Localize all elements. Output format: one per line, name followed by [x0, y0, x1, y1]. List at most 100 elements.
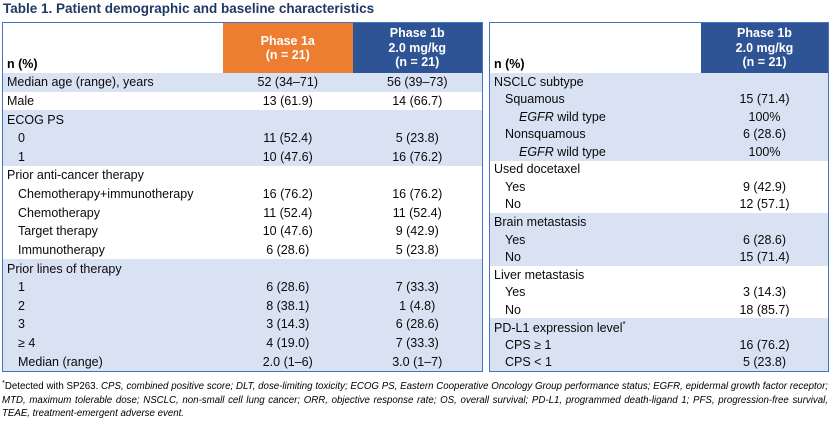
table-row: Prior lines of therapy	[3, 259, 482, 278]
table-row: CPS < 1 5 (23.8)	[490, 353, 828, 372]
row-value: 9 (42.9)	[742, 179, 787, 194]
column-header-phase-1b: Phase 1b 2.0 mg/kg (n = 21)	[701, 23, 828, 73]
row-label: ECOG PS	[7, 112, 64, 127]
row-label: Used docetaxel	[494, 162, 581, 177]
row-value: 56 (39–73)	[387, 75, 448, 90]
table-row: Yes 9 (42.9)	[490, 178, 828, 196]
row-value: 6 (28.6)	[266, 280, 310, 295]
row-label: Yes	[505, 179, 526, 194]
table-row: 1 10 (47.6) 16 (76.2)	[3, 147, 482, 167]
row-value: 11 (52.4)	[263, 131, 313, 146]
row-value: 11 (52.4)	[263, 205, 313, 220]
table-row: Yes 3 (14.3)	[490, 283, 828, 301]
row-value: 15 (71.4)	[739, 250, 790, 265]
footnote: *Detected with SP263. CPS, combined posi…	[2, 376, 828, 420]
row-value: 18 (85.7)	[739, 302, 790, 317]
table-body: NSCLC subtype Squamous 15 (71.4) EGFR wild …	[490, 73, 828, 372]
row-value: 16 (76.2)	[739, 337, 790, 352]
row-label: 3	[18, 317, 25, 332]
row-value: 12 (57.1)	[739, 197, 790, 212]
row-value: 3 (14.3)	[266, 317, 310, 332]
table-header-row: n (%) Phase 1b 2.0 mg/kg (n = 21)	[490, 23, 828, 73]
row-value: 5 (23.8)	[395, 131, 439, 146]
row-value: 100%	[748, 144, 781, 159]
row-value: 5 (23.8)	[395, 242, 439, 257]
row-value: 14 (66.7)	[392, 93, 443, 108]
column-header-phase-1b: Phase 1b 2.0 mg/kg (n = 21)	[352, 23, 482, 73]
row-label: No	[505, 302, 521, 317]
table-row: Nonsquamous 6 (28.6)	[490, 125, 828, 144]
row-value: 4 (19.0)	[266, 336, 310, 351]
row-value: 7 (33.3)	[395, 336, 439, 351]
row-label: Yes	[505, 285, 526, 300]
table-row: EGFR wild type 100%	[490, 108, 828, 126]
row-value: 10 (47.6)	[262, 149, 313, 164]
table-row: Male 13 (61.9) 14 (66.7)	[3, 91, 482, 111]
footnote-detected-text: Detected with SP263.	[4, 381, 102, 393]
row-value: 3 (14.3)	[742, 285, 787, 300]
table-row: Chemotherapy+immunotherapy 16 (76.2) 16 (7…	[3, 184, 482, 204]
patient-characteristics-table-left: n (%) Phase 1a (n = 21) Phase 1b 2.0 mg/kg (n…	[2, 22, 483, 372]
table-header-row: n (%) Phase 1a (n = 21) Phase 1b 2.0 mg/kg (n…	[3, 23, 482, 73]
row-value: 11 (52.4)	[392, 205, 442, 220]
row-value: 1 (4.8)	[399, 298, 436, 313]
table-row: No 15 (71.4)	[490, 248, 828, 266]
row-value: 10 (47.6)	[262, 224, 313, 239]
row-label: PD-L1 expression level*	[494, 319, 626, 335]
row-label: CPS < 1	[505, 355, 552, 370]
table-row: Chemotherapy 11 (52.4) 11 (52.4)	[3, 203, 482, 222]
row-value: 100%	[748, 109, 781, 124]
row-value: 16 (76.2)	[262, 187, 313, 202]
table-row: NSCLC subtype	[490, 73, 828, 91]
row-value: 52 (34–71)	[257, 75, 318, 90]
table-row: Liver metastasis	[490, 265, 828, 284]
row-label: CPS ≥ 1	[505, 337, 552, 352]
column-header-n-pct: n (%)	[7, 57, 38, 71]
row-label: Male	[7, 93, 35, 108]
row-label: ≥ 4	[18, 336, 36, 351]
row-value: 3.0 (1–7)	[392, 354, 443, 369]
table-row: No 18 (85.7)	[490, 300, 828, 319]
footnote-marker: *	[2, 378, 5, 387]
row-label: Yes	[505, 232, 526, 247]
row-label: Median age (range), years	[7, 75, 154, 90]
table-row: 1 6 (28.6) 7 (33.3)	[3, 277, 482, 297]
row-value: 8 (38.1)	[266, 298, 310, 313]
column-header-phase-1a: Phase 1a (n = 21)	[223, 23, 353, 73]
table-row: Squamous 15 (71.4)	[490, 90, 828, 109]
row-value: 6 (28.6)	[395, 317, 439, 332]
table-body: Median age (range), years 52 (34–71) 56 (3…	[3, 73, 482, 371]
table-row: Immunotherapy 6 (28.6) 5 (23.8)	[3, 240, 482, 260]
row-value: 16 (76.2)	[392, 187, 443, 202]
table-row: CPS ≥ 1 16 (76.2)	[490, 335, 828, 354]
row-value: 15 (71.4)	[739, 92, 790, 107]
row-label: Median (range)	[18, 354, 103, 369]
table-row: No 12 (57.1)	[490, 195, 828, 214]
row-label: 0	[18, 131, 25, 146]
table-title: Table 1. Patient demographic and baselin…	[3, 1, 375, 16]
row-value: 16 (76.2)	[392, 149, 443, 164]
row-value: 9 (42.9)	[395, 224, 439, 239]
row-label: EGFR wild type	[519, 144, 606, 159]
row-value: 6 (28.6)	[742, 127, 787, 142]
row-value: 2.0 (1–6)	[262, 354, 313, 369]
table-row: Median (range) 2.0 (1–6) 3.0 (1–7)	[3, 352, 482, 371]
row-label: Brain metastasis	[494, 215, 587, 230]
row-label: No	[505, 197, 521, 212]
row-label: Prior lines of therapy	[7, 261, 122, 276]
table-row: 3 3 (14.3) 6 (28.6)	[3, 315, 482, 334]
row-label: Target therapy	[18, 224, 98, 239]
column-header-n-pct: n (%)	[494, 57, 525, 71]
row-label: NSCLC subtype	[494, 74, 584, 89]
row-label: Squamous	[505, 92, 565, 107]
table-row: Brain metastasis	[490, 213, 828, 231]
row-label: No	[505, 250, 521, 265]
row-label: Nonsquamous	[505, 127, 586, 142]
row-value: 6 (28.6)	[742, 232, 787, 247]
table-row: Used docetaxel	[490, 160, 828, 179]
table-row: 2 8 (38.1) 1 (4.8)	[3, 296, 482, 316]
table-row: EGFR wild type 100%	[490, 143, 828, 161]
row-label: Chemotherapy	[18, 205, 100, 220]
row-value: 6 (28.6)	[266, 242, 310, 257]
